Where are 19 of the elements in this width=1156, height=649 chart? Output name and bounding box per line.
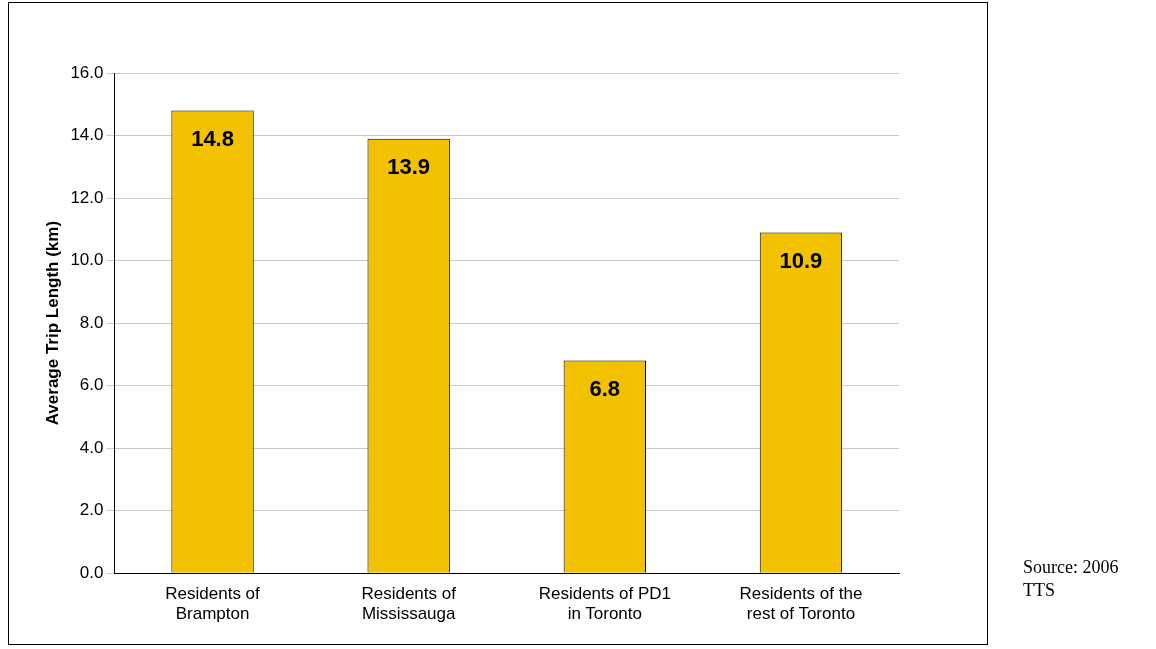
- data-label: 6.8: [589, 375, 621, 401]
- source-note: Source: 2006 TTS: [1023, 556, 1120, 602]
- y-axis-title: Average Trip Length (km): [42, 220, 62, 426]
- x-tick-label: Residents of the rest of Toronto: [739, 584, 863, 624]
- data-label: 14.8: [191, 125, 234, 151]
- y-tick-label: 12.0: [70, 187, 104, 207]
- data-label: 10.9: [779, 247, 823, 273]
- x-tick-label: Residents of PD1 in Toronto: [538, 584, 671, 624]
- y-tick-label: 16.0: [70, 62, 104, 82]
- data-label: 13.9: [387, 153, 431, 179]
- y-tick-label: 6.0: [79, 375, 104, 395]
- x-tick-label: Residents of Mississauga: [361, 584, 457, 624]
- y-tick-label: 0.0: [79, 562, 104, 582]
- y-tick-label: 2.0: [79, 500, 104, 520]
- x-tick-label: Residents of Brampton: [165, 584, 261, 624]
- y-tick-label: 8.0: [79, 312, 104, 332]
- y-tick-label: 4.0: [79, 437, 104, 457]
- y-tick-label: 14.0: [70, 125, 104, 145]
- y-tick-label: 10.0: [70, 250, 104, 270]
